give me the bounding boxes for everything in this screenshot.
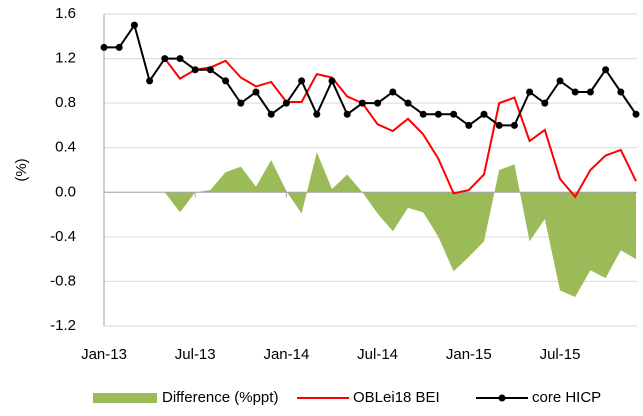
x-tick-label: Jul-14: [357, 346, 398, 363]
marker: [404, 99, 412, 107]
marker: [146, 77, 154, 85]
y-tick-label: -1.2: [50, 317, 76, 334]
marker: [510, 121, 518, 129]
x-tick-label: Jan-14: [263, 346, 309, 363]
marker: [237, 99, 245, 107]
x-tick-label: Jul-13: [175, 346, 216, 363]
marker: [176, 55, 184, 63]
marker: [632, 110, 640, 118]
marker: [495, 121, 503, 129]
marker: [556, 77, 564, 85]
marker: [191, 66, 199, 74]
marker: [358, 99, 366, 107]
legend-marker: [498, 394, 506, 402]
x-tick-label: Jan-15: [446, 346, 492, 363]
marker: [267, 110, 275, 118]
marker: [252, 88, 260, 96]
marker: [434, 110, 442, 118]
y-tick-label: 0.0: [55, 183, 76, 200]
marker: [328, 77, 336, 85]
marker: [465, 121, 473, 129]
marker: [343, 110, 351, 118]
x-tick-label: Jul-15: [540, 346, 581, 363]
marker: [480, 110, 488, 118]
y-tick-label: -0.8: [50, 272, 76, 289]
y-tick-label: 1.2: [55, 50, 76, 67]
marker: [222, 77, 230, 85]
marker: [571, 88, 579, 96]
marker: [282, 99, 290, 107]
y-tick-label: -0.4: [50, 228, 76, 245]
y-tick-label: 0.4: [55, 139, 76, 156]
y-tick-label: 1.6: [55, 5, 76, 22]
marker: [298, 77, 306, 85]
marker: [115, 43, 123, 51]
marker: [374, 99, 382, 107]
marker: [161, 55, 169, 63]
legend-label: OBLei18 BEI: [353, 389, 440, 406]
marker: [419, 110, 427, 118]
area: [164, 152, 637, 298]
legend-swatch: [93, 393, 157, 403]
y-axis-label: (%): [13, 158, 30, 181]
legend-label: core HICP: [532, 389, 601, 406]
x-tick-label: Jan-13: [81, 346, 127, 363]
marker: [206, 66, 214, 74]
marker: [602, 66, 610, 74]
marker: [450, 110, 458, 118]
legend-label: Difference (%ppt): [162, 389, 278, 406]
marker: [130, 21, 138, 29]
marker: [100, 43, 108, 51]
marker: [617, 88, 625, 96]
marker: [541, 99, 549, 107]
line: [164, 57, 637, 199]
marker: [313, 110, 321, 118]
y-tick-label: 0.8: [55, 94, 76, 111]
marker: [389, 88, 397, 96]
marker: [526, 88, 534, 96]
marker: [586, 88, 594, 96]
